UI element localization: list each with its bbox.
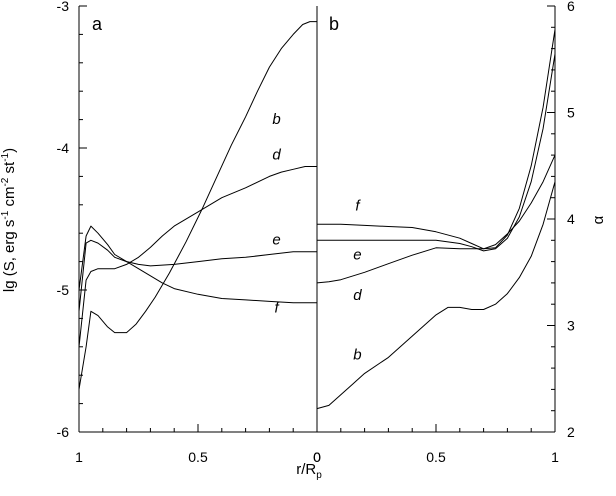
curves-layer — [78, 21, 556, 410]
y-tick-label: -4 — [57, 140, 70, 156]
y-axis-title-left: lg (S, erg s-1 cm-2 st-1) — [0, 148, 18, 292]
series-line-d-panel-a — [78, 166, 317, 347]
series-line-b-panel-a — [78, 21, 317, 390]
y-tick-label: -5 — [57, 282, 70, 298]
y-tick-label: -3 — [57, 0, 70, 14]
ticks-layer — [78, 5, 556, 433]
y-tick-label: 6 — [567, 0, 575, 14]
x-tick-label: 0 — [313, 449, 321, 465]
y-tick-label: 4 — [567, 211, 575, 227]
series-label-b-panel-b: b — [353, 347, 361, 364]
series-label-d-panel-b: d — [353, 287, 362, 304]
series-line-e-panel-b — [317, 53, 556, 252]
series-label-b-panel-a: b — [272, 111, 280, 128]
series-label-d-panel-a: d — [272, 146, 281, 163]
series-line-e-panel-a — [78, 239, 317, 312]
x-tick-label: 1 — [75, 449, 83, 465]
x-axis-title: r/Rp — [296, 461, 322, 481]
y-axis-title-right: α — [590, 215, 607, 224]
y-tick-label: 3 — [567, 318, 575, 334]
y-tick-label: 5 — [567, 105, 575, 121]
axes-frame — [78, 6, 556, 433]
y-tick-label: -6 — [57, 424, 70, 440]
x-tick-label: 0 — [313, 449, 321, 465]
series-line-f-panel-a — [78, 225, 317, 304]
series-line-f-panel-b — [317, 29, 556, 250]
panel-letter-a: a — [92, 14, 103, 34]
series-label-f-panel-b: f — [355, 197, 361, 214]
x-tick-label: 1 — [551, 449, 559, 465]
series-label-f-panel-a: f — [274, 300, 280, 317]
series-line-d-panel-b — [316, 154, 556, 284]
x-tick-label: 0.5 — [188, 449, 208, 465]
x-tick-label: 0.5 — [426, 449, 446, 465]
series-line-b-panel-b — [316, 181, 556, 410]
y-tick-label: 2 — [567, 424, 575, 440]
series-label-e-panel-a: e — [272, 232, 280, 249]
series-label-e-panel-b: e — [353, 246, 361, 263]
panel-letter-b: b — [329, 14, 339, 34]
